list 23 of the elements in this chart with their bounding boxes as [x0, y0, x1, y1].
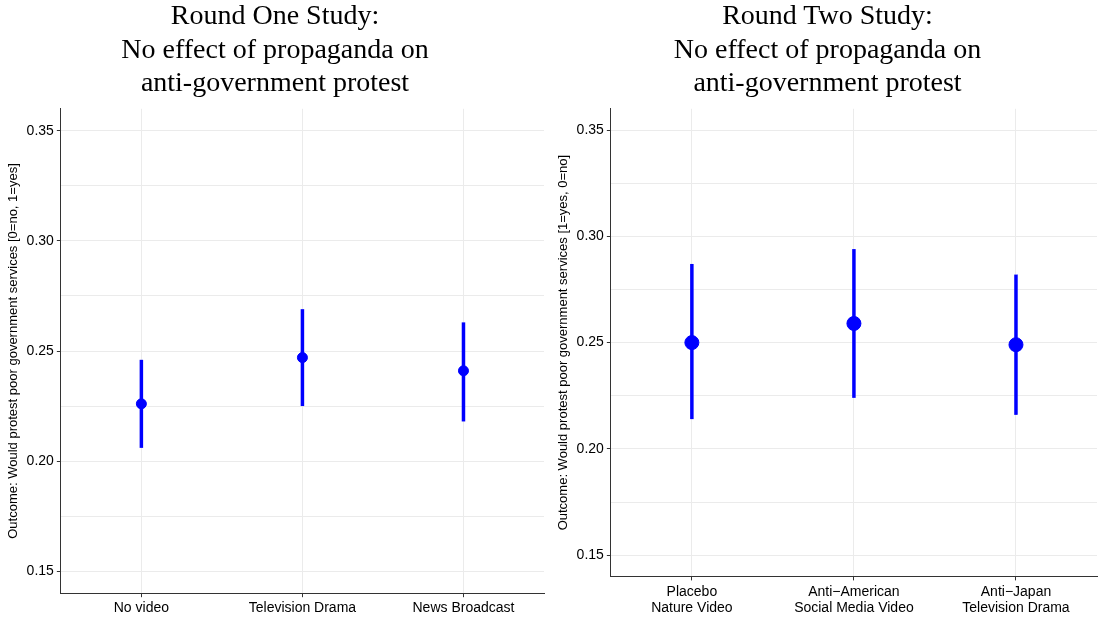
y-tick-label: 0.35 [26, 121, 55, 138]
y-tick-label: 0.20 [26, 451, 55, 468]
y-axis-title: Outcome: Would protest poor government services [1=yes, 0=no] [555, 154, 571, 531]
point [296, 352, 308, 364]
y-tick-label: 0.20 [576, 439, 605, 456]
x-tick-label: Placebo Nature Video [651, 582, 733, 616]
y-tick-label: 0.25 [26, 341, 55, 358]
y-tick-label: 0.35 [576, 120, 605, 137]
x-tick-label: News Broadcast [412, 599, 515, 616]
x-tick-label: Television Drama [248, 599, 357, 616]
point [457, 365, 469, 377]
y-axis-title: Outcome: Would protest poor government services [0=no, 1=yes] [5, 163, 21, 539]
y-tick-label: 0.25 [576, 333, 605, 350]
chart-title: Round One Study: No effect of propaganda on anti-government protest [121, 0, 429, 98]
point [135, 398, 147, 410]
x-tick-label: No video [113, 599, 170, 616]
x-tick-label: Anti−American Social Media Video [794, 582, 914, 616]
chart-title: Round Two Study: No effect of propaganda on anti-government protest [673, 0, 982, 98]
x-tick-label: Anti−Japan Television Drama [962, 582, 1070, 616]
y-tick-label: 0.30 [26, 231, 55, 248]
y-tick-label: 0.30 [576, 227, 605, 244]
y-tick-label: 0.15 [576, 546, 605, 562]
y-tick-label: 0.15 [26, 562, 55, 579]
